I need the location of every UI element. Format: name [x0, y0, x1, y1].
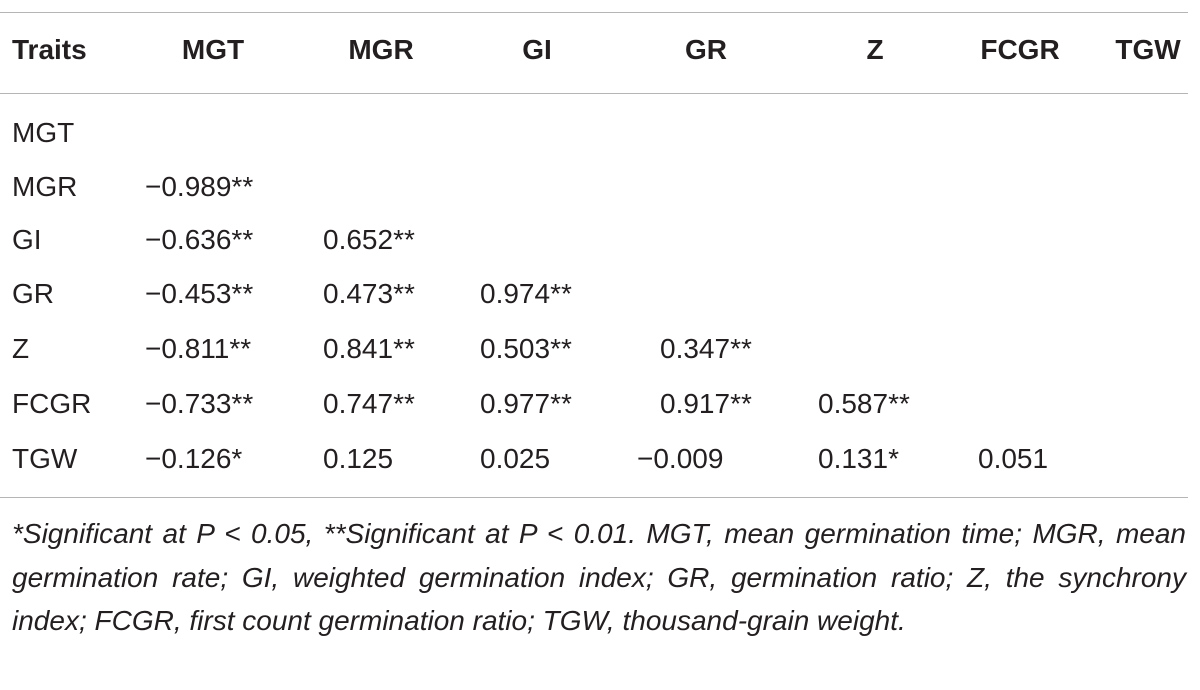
- table-cell: 0.503**: [480, 333, 572, 364]
- column-header: GR: [685, 34, 727, 65]
- column-header: Traits: [12, 34, 87, 65]
- row-label: Z: [12, 333, 30, 364]
- row-label: MGT: [12, 117, 75, 148]
- table-cell: 0.347**: [660, 333, 752, 364]
- table-cell: 0.977**: [480, 388, 572, 419]
- row-label: MGR: [12, 171, 78, 202]
- table-cell: 0.652**: [323, 224, 415, 255]
- column-header: Z: [866, 34, 884, 65]
- table-cell: −0.636**: [145, 224, 254, 255]
- table-cell: 0.473**: [323, 278, 415, 309]
- table-cell: −0.126*: [145, 443, 243, 474]
- table-cell: 0.051: [978, 443, 1049, 474]
- column-header: MGT: [181, 34, 245, 65]
- table-cell: 0.917**: [660, 388, 752, 419]
- top-rule: [0, 12, 1188, 13]
- table-cell: 0.974**: [480, 278, 572, 309]
- table-cell: 0.747**: [323, 388, 415, 419]
- bottom-rule: [0, 497, 1188, 498]
- row-label: FCGR: [12, 388, 92, 419]
- column-header: FCGR: [980, 34, 1060, 65]
- table-cell: −0.009: [637, 443, 724, 474]
- table-cell: −0.453**: [145, 278, 254, 309]
- table-cell: 0.841**: [323, 333, 415, 364]
- row-label: GI: [12, 224, 42, 255]
- table-cell: −0.989**: [145, 171, 254, 202]
- table-cell: 0.587**: [818, 388, 910, 419]
- row-label: TGW: [12, 443, 78, 474]
- header-rule: [0, 93, 1188, 94]
- table-cell: 0.125: [323, 443, 394, 474]
- table-cell: 0.025: [480, 443, 551, 474]
- column-header: GI: [522, 34, 552, 65]
- column-header: MGR: [348, 34, 414, 65]
- column-header: TGW: [1115, 34, 1181, 65]
- footnote: *Significant at P < 0.05, **Significant …: [12, 518, 1186, 636]
- table-cell: −0.733**: [145, 388, 254, 419]
- table-cell: −0.811**: [145, 333, 252, 364]
- table-cell: 0.131*: [818, 443, 899, 474]
- row-label: GR: [12, 278, 54, 309]
